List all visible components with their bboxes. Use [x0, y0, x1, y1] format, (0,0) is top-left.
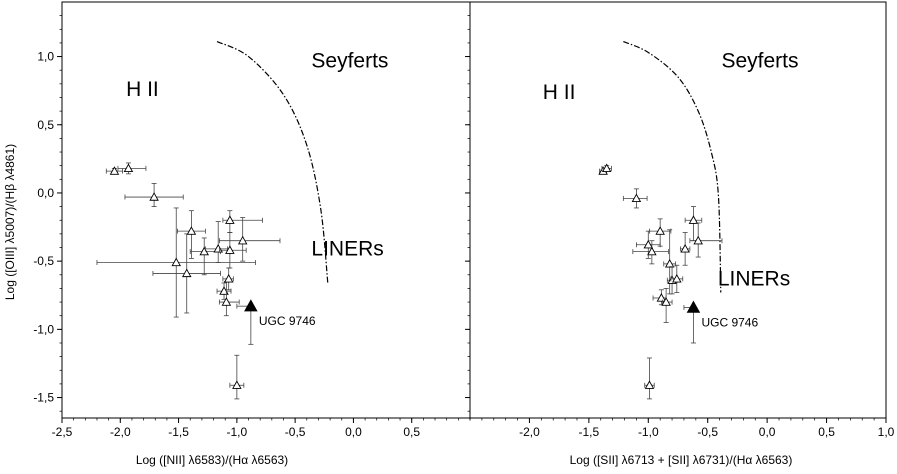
comparison-galaxy-marker — [661, 297, 671, 306]
x-axis-title-sii: Log ([SII] λ6713 + [SII] λ6731)/(Hα λ656… — [570, 453, 793, 467]
demarcation-curve — [623, 41, 722, 293]
x-tick-label: 0,5 — [403, 425, 420, 439]
comparison-galaxy-marker — [647, 246, 657, 256]
comparison-galaxy-marker — [601, 163, 612, 173]
x-tick-label: -1,0 — [227, 425, 248, 439]
demarcation-curve — [216, 41, 329, 284]
x-axis-title-nii: Log ([NII] λ6583)/(Hα λ6563) — [136, 453, 288, 467]
panel-nii: -2,5 -2,0 -1,5 -1,0 -0,5 0,0 0,5 -1,5 -1,0 -0,5 0,… — [33, 1, 471, 439]
y-tick-label: 1,0 — [37, 50, 54, 64]
target-galaxy-marker — [686, 300, 701, 313]
x-tick-label: 0,0 — [759, 425, 776, 439]
x-tick-label: -2,0 — [519, 425, 540, 439]
comparison-galaxy-marker — [199, 246, 209, 256]
y-tick-label: 0,0 — [37, 186, 54, 200]
comparison-galaxy-marker — [655, 226, 665, 235]
comparison-galaxy-marker — [237, 235, 248, 245]
x-tick-label: -2,0 — [110, 425, 131, 439]
region-label: LINERs — [311, 238, 383, 261]
comparison-galaxy-marker — [123, 163, 134, 173]
plot-frame — [61, 1, 471, 419]
x-tick-label: 0,0 — [345, 425, 362, 439]
x-tick-label: 0,5 — [818, 425, 835, 439]
comparison-galaxy-marker — [664, 258, 675, 268]
comparison-galaxy-marker — [643, 239, 654, 249]
comparison-galaxy-marker — [688, 215, 699, 224]
x-tick-label: -0,5 — [285, 425, 306, 439]
y-tick-label: -0,5 — [33, 254, 54, 268]
comparison-galaxy-marker — [672, 273, 682, 283]
region-label: LINERs — [718, 268, 790, 291]
comparison-galaxy-marker — [181, 268, 192, 278]
target-galaxy-label: UGC 9746 — [259, 314, 316, 328]
comparison-galaxy-marker — [221, 297, 232, 306]
region-label: Seyferts — [311, 49, 388, 72]
x-tick-label: -1,5 — [168, 425, 189, 439]
comparison-galaxy-marker — [109, 166, 120, 175]
target-galaxy-marker — [244, 299, 258, 312]
region-label: H II — [126, 78, 159, 101]
comparison-galaxy-marker — [223, 273, 234, 283]
comparison-galaxy-marker — [225, 245, 235, 254]
panel-sii: -2,0 -1,5 -1,0 -0,5 0,0 0,5 1,0 H II Seyferts LIN… — [465, 1, 895, 439]
comparison-galaxy-marker — [225, 215, 235, 224]
comparison-galaxy-marker — [631, 193, 642, 203]
x-tick-label: 1,0 — [878, 425, 895, 439]
target-galaxy-label: UGC 9746 — [701, 316, 758, 330]
y-tick-label: -1,5 — [33, 391, 54, 405]
x-tick-label: -1,5 — [579, 425, 600, 439]
comparison-galaxy-marker — [693, 235, 703, 245]
x-tick-label: -2,5 — [52, 425, 73, 439]
region-label: Seyferts — [721, 49, 798, 72]
x-tick-label: -0,5 — [697, 425, 718, 439]
comparison-galaxy-marker — [149, 192, 159, 201]
region-label: H II — [543, 81, 576, 104]
comparison-galaxy-marker — [171, 257, 182, 267]
comparison-galaxy-marker — [186, 226, 197, 235]
comparison-galaxy-marker — [644, 380, 655, 389]
x-tick-label: -1,0 — [638, 425, 659, 439]
y-tick-label: 0,5 — [37, 118, 54, 132]
comparison-galaxy-marker — [680, 243, 690, 253]
plot-frame — [469, 1, 887, 419]
comparison-galaxy-marker — [232, 380, 242, 389]
y-tick-label: -1,0 — [33, 322, 54, 336]
y-axis-title: Log ([OIII] λ5007)/(Hβ λ4861) — [3, 144, 17, 300]
comparison-galaxy-marker — [656, 293, 667, 302]
